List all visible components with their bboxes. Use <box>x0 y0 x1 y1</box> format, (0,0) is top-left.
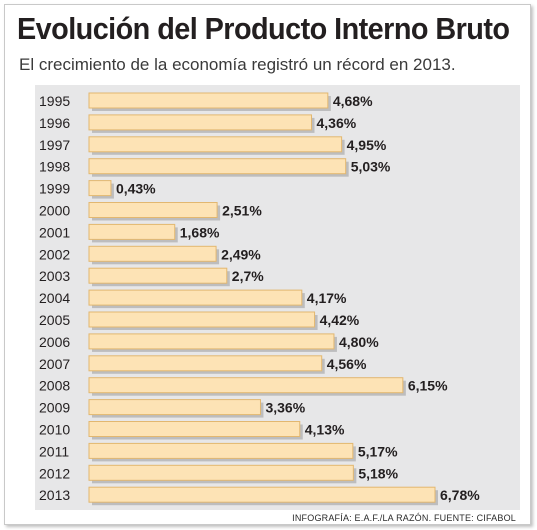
bar-2011 <box>88 442 354 459</box>
year-label: 2002 <box>39 246 70 262</box>
value-label: 2,7% <box>232 268 264 284</box>
year-label: 1998 <box>39 159 70 175</box>
bar-2012 <box>88 464 354 481</box>
value-label: 5,18% <box>358 465 398 481</box>
value-label: 4,13% <box>305 422 345 438</box>
year-label: 2005 <box>39 312 70 328</box>
bar-1999 <box>88 180 112 197</box>
year-label: 2006 <box>39 334 70 350</box>
year-label: 2011 <box>39 443 69 459</box>
year-label: 2010 <box>39 422 70 438</box>
value-label: 4,36% <box>317 115 357 131</box>
bar-2001 <box>88 223 176 240</box>
bar-chart: 1995 4,68% 1996 4,36% 1997 4,95% 1998 5,03% 1999… <box>39 92 480 506</box>
year-label: 2013 <box>39 487 70 503</box>
value-label: 4,80% <box>339 334 379 350</box>
bar-2005 <box>88 311 316 328</box>
year-label: 2012 <box>39 465 70 481</box>
bar-1996 <box>88 114 313 131</box>
bar-1997 <box>88 136 343 153</box>
value-label: 4,17% <box>307 290 347 306</box>
year-label: 2008 <box>39 378 70 394</box>
bar-1998 <box>88 158 347 175</box>
year-label: 1995 <box>39 93 70 109</box>
value-label: 4,95% <box>347 137 387 153</box>
value-label: 5,17% <box>358 443 398 459</box>
year-label: 1996 <box>39 115 70 131</box>
year-label: 2001 <box>39 224 70 240</box>
value-label: 3,36% <box>265 400 305 416</box>
bar-2006 <box>88 333 335 350</box>
year-label: 2004 <box>39 290 70 306</box>
value-label: 4,42% <box>320 312 360 328</box>
value-label: 0,43% <box>116 181 156 197</box>
value-label: 2,51% <box>222 203 262 219</box>
year-label: 1999 <box>39 181 70 197</box>
bar-2002 <box>88 245 217 262</box>
source-credit: INFOGRAFÍA: E.A.F./LA RAZÓN. FUENTE: CIF… <box>292 513 516 523</box>
year-label: 2009 <box>39 400 70 416</box>
chart-title: Evolución del Producto Interno Bruto <box>17 11 510 46</box>
year-label: 2003 <box>39 268 70 284</box>
bar-1995 <box>88 92 329 109</box>
value-label: 1,68% <box>180 224 220 240</box>
bar-2010 <box>88 421 301 437</box>
value-label: 5,03% <box>351 159 391 175</box>
chart-subtitle: El crecimiento de la economía registró u… <box>19 55 456 74</box>
value-label: 4,68% <box>333 93 373 109</box>
bar-2008 <box>88 377 404 394</box>
year-label: 1997 <box>39 137 70 153</box>
infographic-frame: Evolución del Producto Interno Bruto El … <box>4 4 531 525</box>
value-label: 4,56% <box>327 356 367 372</box>
value-label: 2,49% <box>221 246 261 262</box>
bar-2009 <box>88 399 261 416</box>
value-label: 6,15% <box>408 378 448 394</box>
year-label: 2007 <box>39 356 70 372</box>
bar-2000 <box>88 202 218 218</box>
chart-panel: 1995 4,68% 1996 4,36% 1997 4,95% 1998 5,03% 1999… <box>35 85 520 510</box>
bar-2007 <box>88 355 323 372</box>
bar-2003 <box>88 267 228 284</box>
bar-2013 <box>88 486 436 503</box>
bar-2004 <box>88 289 303 306</box>
value-label: 6,78% <box>440 487 480 503</box>
year-label: 2000 <box>39 203 70 219</box>
